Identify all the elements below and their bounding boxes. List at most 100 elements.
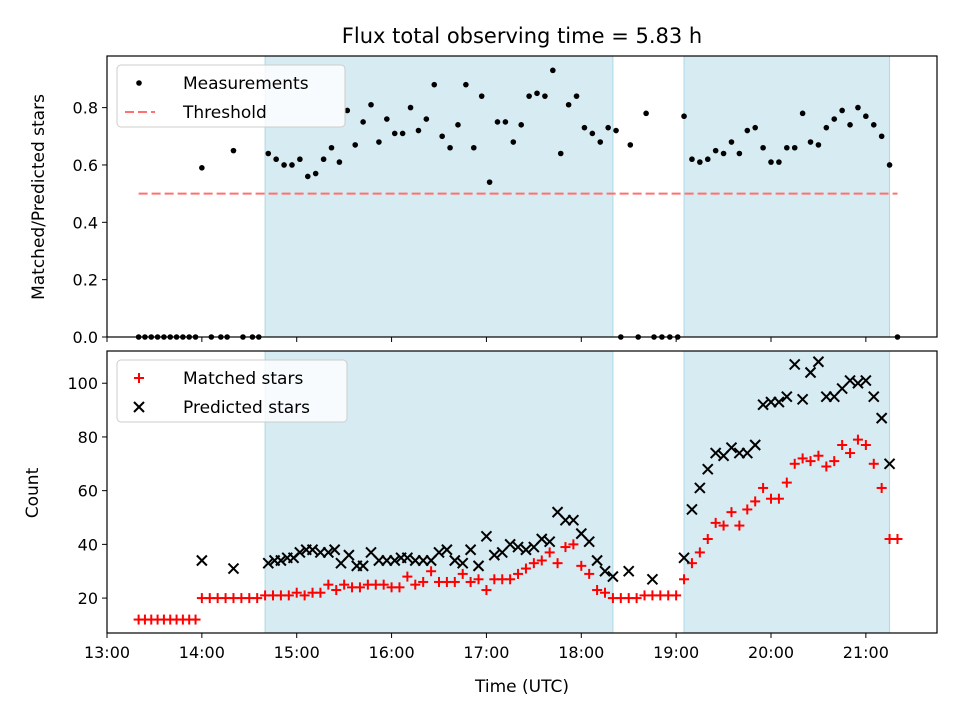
y-tick-label: 0.2 [73,271,98,290]
legend-measurement-swatch [136,80,142,86]
x-marker-stroke [709,447,722,459]
predicted-stars-point [646,573,659,585]
measurement-point [799,110,806,117]
legend-predicted-swatch [133,401,145,413]
x-marker-stroke [812,356,825,368]
measurement-point [565,101,572,108]
x-marker-stroke [567,514,580,526]
x-marker-stroke [796,393,809,406]
measurement-point [870,122,877,128]
matched-stars-point [750,496,761,507]
matched-stars-point [536,555,547,566]
matched-stars-point [671,590,682,601]
x-tick-label: 16:00 [369,643,415,662]
predicted-stars-point [504,538,516,551]
measurement-point [510,139,517,145]
measurement-point [776,159,782,165]
measurement-point [784,144,790,151]
x-marker-stroke [488,549,501,561]
x-marker-stroke [591,554,603,567]
x-marker-stroke [789,358,801,371]
x-marker-stroke [686,503,698,516]
measurement-point [807,139,814,145]
matched-stars-point [576,560,587,571]
x-marker-stroke [702,463,714,475]
predicted-stars-point [812,356,825,368]
y-tick-label: 80 [78,428,98,447]
measurement-point [431,81,438,88]
bottom-panel: 13:00 14:00 15:00 16:00 17:00 18:00 19:00 20:00… [67,350,938,662]
y-tick-label: 40 [78,535,98,554]
matched-stars-point [789,458,800,469]
matched-stars-point [876,482,887,493]
measurement-point [839,107,845,114]
predicted-stars-point [357,560,369,572]
matched-stars-point [868,458,879,469]
x-marker-stroke [512,541,524,553]
y-tick-label: 0.0 [73,328,98,347]
measurement-point [550,67,556,74]
x-marker-stroke [599,565,611,577]
legend: Measurements Threshold [116,64,346,128]
bottom-y-axis-label: Count [23,467,43,518]
x-marker-stroke [457,557,469,569]
predicted-stars-point [868,390,880,403]
legend-box [116,359,348,423]
measurement-point [689,156,695,163]
x-marker-stroke [357,560,369,572]
measurement-point [423,116,430,122]
predicted-stars-point [883,458,896,470]
measurement-point [878,133,885,140]
predicted-stars-point [567,514,580,526]
x-marker-stroke [694,482,706,494]
predicted-stars-point [512,541,524,553]
y-tick-label: 100 [67,374,98,393]
predicted-stars-point [464,544,477,556]
matched-stars-point [758,482,769,493]
measurement-point [643,110,649,117]
matched-stars-point [718,520,729,531]
predicted-stars-point [796,393,809,406]
top-y-axis-label: Matched/Predicted stars [29,94,49,300]
matched-stars-point [600,587,610,598]
matched-stars-point [378,579,389,590]
measurement-point [478,93,485,99]
measurement-point [720,150,727,157]
x-marker-stroke [328,544,341,556]
matched-stars-point [813,450,824,461]
x-marker-stroke [883,458,896,470]
matched-stars-point [190,614,201,625]
measurement-point [384,116,390,122]
x-marker-stroke [449,554,461,567]
predicted-stars-point [328,544,341,556]
matched-stars-point [821,461,832,472]
x-marker-stroke [852,377,864,389]
x-marker-stroke [646,573,659,585]
predicted-stars-point [262,557,274,569]
predicted-stars-point [543,535,556,548]
measurement-point [681,113,687,120]
predicted-stars-point [702,463,714,475]
measurement-point [704,156,711,163]
measurement-point [847,122,853,128]
predicted-stars-point [686,503,698,516]
legend-label: Predicted stars [183,398,310,418]
measurement-point [463,81,469,88]
measurement-point [399,130,406,137]
x-marker-stroke [607,570,619,583]
matched-stars-point [837,440,848,450]
matched-stars-point [331,585,342,596]
predicted-stars-point [294,546,306,559]
x-marker-stroke [868,390,880,403]
matched-stars-point [829,456,840,467]
y-tick-label: 60 [78,482,98,501]
matched-stars-point [394,582,405,593]
matched-stars-point [726,507,737,518]
predicted-stars-point [449,554,461,567]
measurement-point [712,147,719,154]
y-tick-label: 20 [78,589,98,608]
measurement-point [447,144,453,151]
x-marker-stroke [480,530,493,543]
observing-interval-2 [684,351,890,633]
